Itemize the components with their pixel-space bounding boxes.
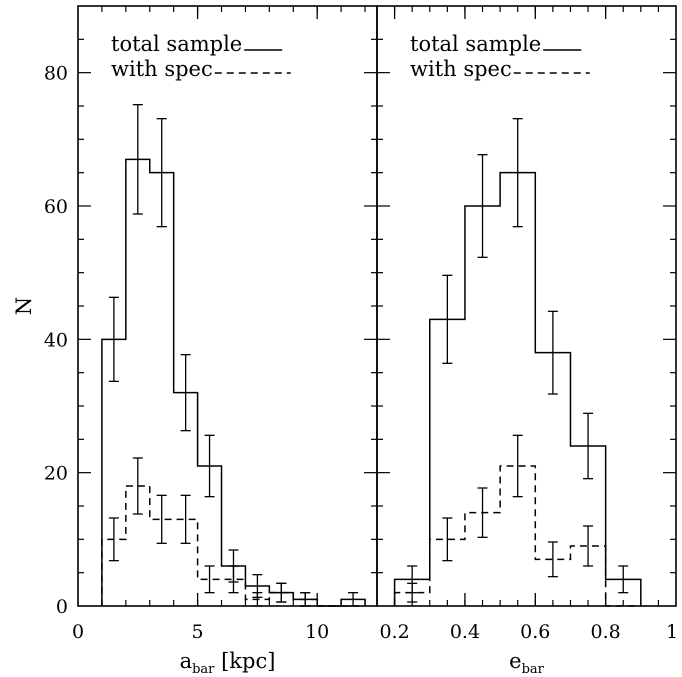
total-error-bar	[204, 434, 215, 498]
spec-error-bar	[442, 517, 453, 562]
y-axis-label: N	[12, 297, 36, 315]
spec-error-bar	[583, 525, 594, 567]
total-error-bar	[618, 565, 629, 594]
spec-error-bar	[512, 434, 523, 498]
y-tick-label: 20	[44, 463, 68, 485]
total-error-bar	[108, 296, 119, 382]
x-axis-label-main: a	[180, 649, 193, 673]
x-tick-label: 5	[192, 621, 204, 643]
legend-spec-label: with spec	[410, 57, 512, 81]
y-tick-label: 60	[44, 196, 68, 218]
spec-error-bar	[300, 592, 311, 607]
y-tick-label: 0	[56, 596, 68, 618]
legend-total-label: total sample	[111, 32, 242, 56]
total-error-bar	[547, 310, 558, 395]
plot-frame	[376, 5, 677, 607]
x-axis-label: ebar	[509, 649, 545, 677]
x-axis-label-sub: bar	[192, 662, 215, 677]
total-error-bar	[180, 354, 191, 432]
panel-bar-length: 0 5 10 0 20 40 60 80 abar [kpc] total samplewith …	[44, 5, 378, 677]
x-tick-label: 0.2	[379, 621, 409, 643]
total-error-bar	[512, 118, 523, 228]
total-error-bar	[132, 104, 143, 215]
with-spec-histogram	[101, 485, 366, 607]
spec-error-bar	[252, 592, 263, 607]
x-axis-label-sub: bar	[522, 662, 545, 677]
x-tick-label: 0.6	[520, 621, 550, 643]
y-tick-label: 80	[44, 63, 68, 85]
spec-error-bar	[156, 494, 167, 544]
total-error-bar	[583, 412, 594, 480]
total-error-bar	[477, 154, 488, 258]
total-error-bar	[442, 274, 453, 364]
y-tick-label: 40	[44, 329, 68, 351]
spec-error-bar	[477, 487, 488, 538]
legend-spec-label: with spec	[111, 57, 213, 81]
spec-error-bar	[108, 517, 119, 562]
plot-frame	[77, 5, 378, 607]
total-error-bar	[156, 118, 167, 228]
spec-error-bar	[132, 457, 143, 515]
x-tick-label: 1	[666, 621, 678, 643]
x-axis-label: abar [kpc]	[180, 649, 276, 677]
x-axis-label-unit: [kpc]	[214, 649, 275, 673]
spec-error-bar	[547, 541, 558, 578]
x-tick-label: 0	[72, 621, 84, 643]
x-tick-label: 10	[305, 621, 329, 643]
spec-error-bar	[204, 565, 215, 594]
spec-error-bar	[180, 494, 191, 544]
with-spec-histogram	[393, 465, 641, 607]
spec-error-bar	[407, 582, 418, 603]
legend-total-label: total sample	[410, 32, 541, 56]
x-tick-label: 0.8	[591, 621, 621, 643]
total-sample-histogram	[101, 158, 366, 607]
spec-error-bar	[276, 582, 287, 603]
total-sample-histogram	[393, 171, 642, 606]
x-axis-label-main: e	[509, 649, 521, 673]
spec-error-bar	[228, 565, 239, 594]
x-tick-label: 0.4	[450, 621, 480, 643]
